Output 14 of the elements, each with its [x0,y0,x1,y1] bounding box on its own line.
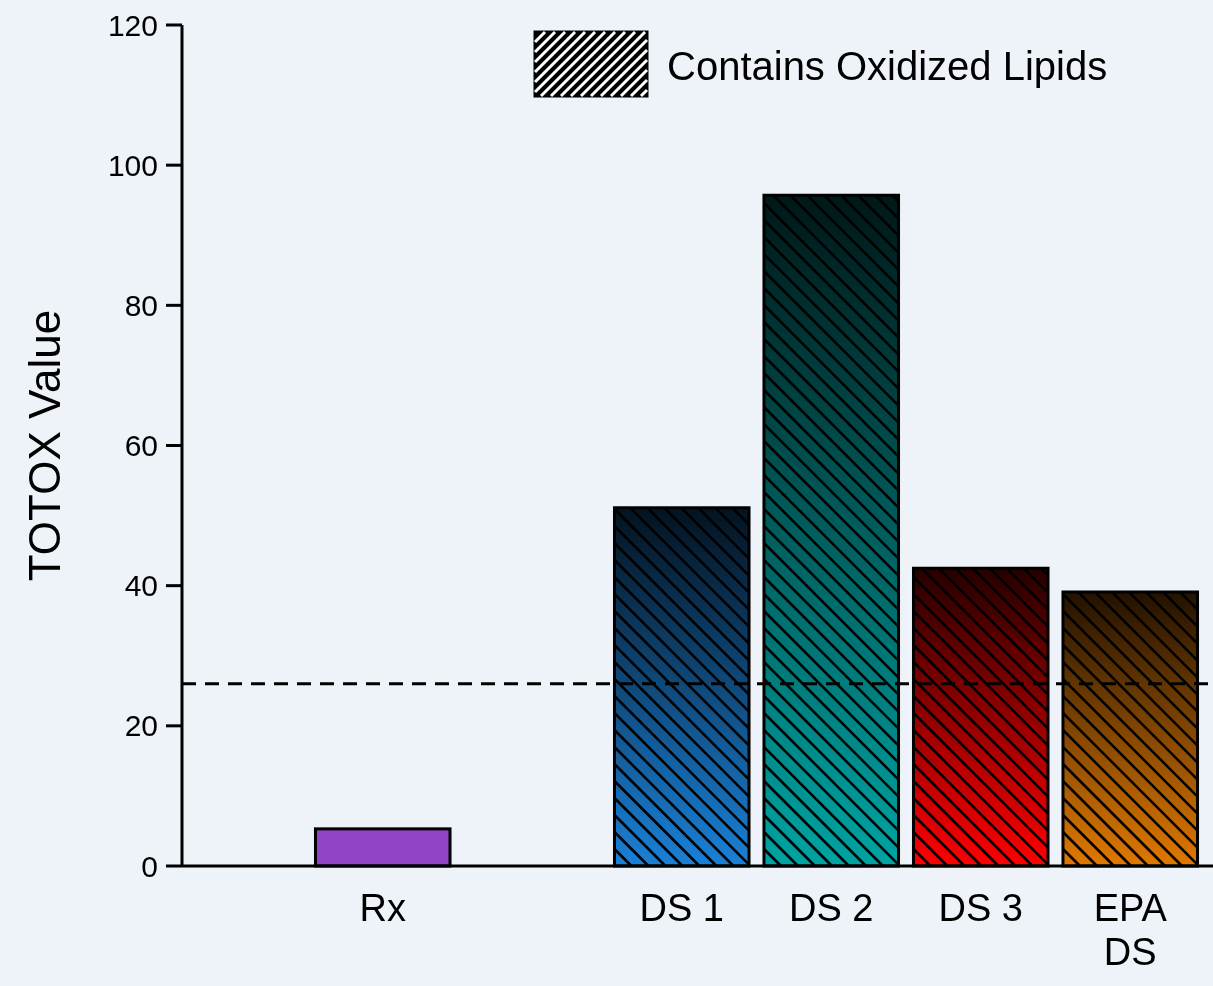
legend-label: Contains Oxidized Lipids [667,44,1108,88]
x-tick-label: EPA DS [1093,887,1168,973]
x-tick-label: DS 2 [789,887,874,929]
y-tick-label: 80 [124,288,158,322]
y-axis-title: TOTOX Value [20,309,69,582]
x-tick-label: DS 3 [938,887,1023,929]
x-tick-label: DS 1 [639,887,724,929]
y-tick-label: 0 [141,849,158,883]
y-tick-label: 20 [124,709,158,743]
y-tick-label: 120 [107,8,158,42]
y-tick-label: 60 [124,429,158,462]
y-tick-label: 100 [107,148,158,182]
y-tick-label: 40 [124,569,158,603]
x-tick-label: Rx [359,887,406,929]
